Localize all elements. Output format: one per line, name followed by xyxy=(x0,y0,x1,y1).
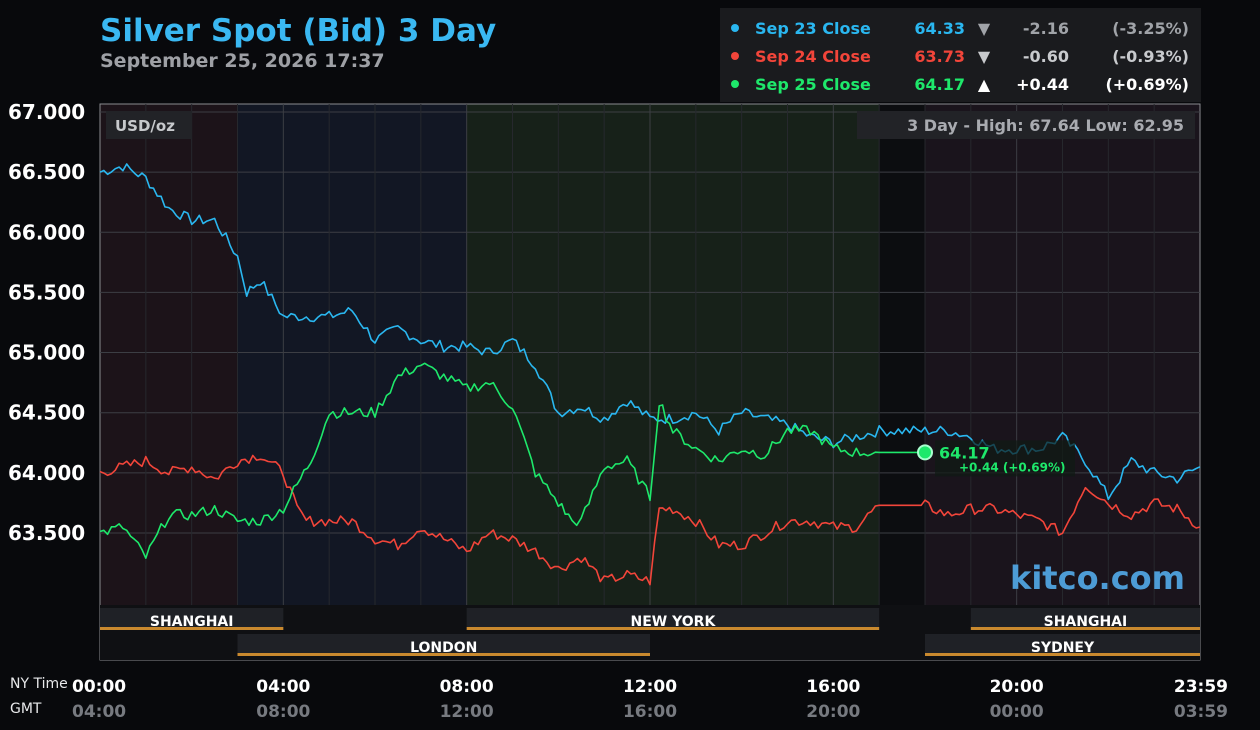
legend-dot xyxy=(731,24,739,32)
last-price-dot xyxy=(917,444,933,461)
session-label: NEW YORK xyxy=(631,614,717,630)
y-tick-label: 64.000 xyxy=(8,461,85,485)
session-bar xyxy=(925,634,1200,654)
x-tick-label-gmt: 03:59 xyxy=(1174,702,1228,722)
last-price-change: +0.44 (+0.69%) xyxy=(959,460,1066,474)
legend-price: 64.17 xyxy=(914,75,965,94)
session-label: LONDON xyxy=(410,640,477,656)
legend-price: 64.33 xyxy=(914,19,965,38)
y-axis: 67.000 66.500 66.000 65.500 65.000 64.500 64.0… xyxy=(8,100,85,545)
legend-label: Sep 23 Close xyxy=(755,19,871,38)
session-label: SYDNEY xyxy=(1031,640,1095,656)
chart-title: Silver Spot (Bid) 3 Day xyxy=(100,13,496,49)
last-price-marker: 64.17 +0.44 (+0.69%) xyxy=(917,440,1075,477)
session-bar xyxy=(100,608,284,628)
legend-pct: (+0.69%) xyxy=(1105,75,1189,94)
legend-change: +0.44 xyxy=(1016,75,1069,94)
series-line-sep-25 xyxy=(99,362,925,560)
x-tick-label-ny: 04:00 xyxy=(256,677,310,697)
y-tick-label: 64.500 xyxy=(8,401,85,425)
x-tick-label-ny: 16:00 xyxy=(806,677,860,697)
band-asia xyxy=(100,104,238,605)
grid xyxy=(100,104,1200,605)
session-bar xyxy=(970,608,1200,628)
x-axis: 00:00 04:00 04:00 08:00 08:00 12:00 12:00 16:00… xyxy=(72,677,1228,722)
x-tick-label-ny: 20:00 xyxy=(990,677,1044,697)
session-underline xyxy=(100,627,284,630)
legend-pct: (-3.25%) xyxy=(1112,19,1189,38)
band-london xyxy=(237,104,467,605)
session-underline xyxy=(970,627,1200,630)
high-low-box xyxy=(857,111,1195,139)
session-underline xyxy=(925,653,1200,656)
legend-change: -2.16 xyxy=(1023,19,1069,38)
y-tick-label: 67.000 xyxy=(8,100,85,124)
legend-arrow: ▼ xyxy=(978,47,991,66)
x-tick-label-gmt: 16:00 xyxy=(623,702,677,722)
legend-label: Sep 25 Close xyxy=(755,75,871,94)
y-tick-label: 66.000 xyxy=(8,220,85,244)
x-tick-label-gmt: 00:00 xyxy=(990,702,1044,722)
x-tick-label-ny: 23:59 xyxy=(1174,677,1228,697)
session-bar xyxy=(466,608,880,628)
x-tick-label-gmt: 08:00 xyxy=(256,702,310,722)
x-tick-label-gmt: 04:00 xyxy=(72,702,126,722)
chart-date: September 25, 2026 17:37 xyxy=(100,50,385,72)
y-tick-label: 65.500 xyxy=(8,280,85,304)
x-tick-label-gmt: 12:00 xyxy=(440,702,494,722)
gmt-label: GMT xyxy=(10,701,42,717)
unit-label: USD/oz xyxy=(115,117,175,135)
legend-label: Sep 24 Close xyxy=(755,47,871,66)
last-price-value: 64.17 xyxy=(939,443,990,462)
legend-dot xyxy=(731,52,739,60)
market-sessions: SHANGHAI LONDON NEW YORK SYDNEY SHANGHAI xyxy=(100,605,1200,660)
series-line-sep-24 xyxy=(99,454,1201,586)
ny-time-label: NY Time xyxy=(10,676,68,692)
unit-label-box xyxy=(106,111,192,139)
legend-price: 63.73 xyxy=(914,47,965,66)
legend-pct: (-0.93%) xyxy=(1112,47,1189,66)
session-underline xyxy=(466,627,880,630)
legend-dot xyxy=(731,80,739,88)
x-tick-label-ny: 00:00 xyxy=(72,677,126,697)
legend-box xyxy=(720,8,1201,102)
band-newyork xyxy=(466,104,880,605)
y-tick-label: 65.000 xyxy=(8,341,85,365)
legend-change: -0.60 xyxy=(1023,47,1069,66)
watermark: kitco.com xyxy=(1010,559,1185,597)
session-label: SHANGHAI xyxy=(1044,614,1128,630)
high-low-label: 3 Day - High: 67.64 Low: 62.95 xyxy=(907,116,1184,135)
x-tick-label-ny: 08:00 xyxy=(440,677,494,697)
session-underline xyxy=(237,653,650,656)
x-tick-label-ny: 12:00 xyxy=(623,677,677,697)
legend-arrow: ▲ xyxy=(978,75,991,94)
last-price-box xyxy=(935,440,1075,477)
y-tick-label: 66.500 xyxy=(8,160,85,184)
x-tick-label-gmt: 20:00 xyxy=(806,702,860,722)
session-bar xyxy=(237,634,650,654)
legend: Sep 23 Close 64.33 ▼ -2.16 (-3.25%) Sep 24 Cl… xyxy=(731,19,1189,94)
legend-arrow: ▼ xyxy=(978,19,991,38)
session-label: SHANGHAI xyxy=(150,614,234,630)
band-closed xyxy=(879,104,925,605)
y-tick-label: 63.500 xyxy=(8,521,85,545)
